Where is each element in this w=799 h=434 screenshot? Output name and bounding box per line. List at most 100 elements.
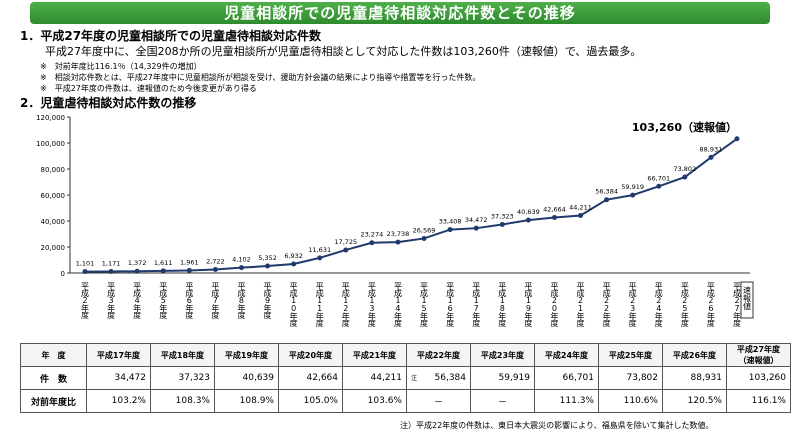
marker bbox=[578, 213, 584, 219]
marker bbox=[473, 225, 479, 231]
header-cell: 年 度 bbox=[20, 343, 87, 367]
marker bbox=[212, 266, 218, 272]
data-label: 37,323 bbox=[491, 212, 514, 220]
cell: － bbox=[470, 389, 535, 413]
cell: 34,472 bbox=[86, 366, 151, 390]
cell-text: － bbox=[433, 397, 443, 408]
cell: 40,639 bbox=[214, 366, 279, 390]
cell: 108.3% bbox=[150, 389, 215, 413]
cell: 120.5% bbox=[662, 389, 727, 413]
cell-text: 73,802 bbox=[626, 373, 659, 383]
header-cell: 平成20年度 bbox=[278, 343, 343, 367]
data-label: 34,472 bbox=[465, 216, 488, 224]
x-tick-label: 平成15年度 bbox=[420, 282, 429, 328]
marker bbox=[82, 269, 88, 275]
cell: 対前年度比 bbox=[20, 389, 87, 413]
header-cell: 平成21年度 bbox=[342, 343, 407, 367]
x-tick-label: 平成12年度 bbox=[341, 282, 350, 328]
cell: 110.6% bbox=[598, 389, 663, 413]
cell-text: 120.5% bbox=[687, 396, 722, 406]
y-tick-label: 0 bbox=[61, 270, 65, 278]
data-label: 40,639 bbox=[517, 208, 540, 216]
marker bbox=[134, 268, 140, 274]
marker bbox=[525, 217, 531, 223]
marker bbox=[160, 268, 166, 274]
data-label: 23,738 bbox=[387, 230, 410, 238]
data-label: 1,171 bbox=[102, 259, 121, 267]
footnote: 注）平成22年度の件数は、東日本大震災の影響により、福島県を除いて集計した数値。 bbox=[400, 421, 714, 430]
y-tick-label: 20,000 bbox=[41, 244, 66, 252]
cell-text: 34,472 bbox=[114, 373, 147, 383]
header-cell: 平成22年度 bbox=[406, 343, 471, 367]
marker bbox=[186, 267, 192, 273]
x-tick-label: 平成2年度 bbox=[81, 282, 90, 320]
cell-text: 103,260 bbox=[748, 373, 786, 383]
y-tick-label: 40,000 bbox=[41, 218, 66, 226]
section-heading: 1．平成27年度の児童相談所での児童虐待相談対応件数 bbox=[20, 29, 322, 43]
cell-text: 56,384 bbox=[434, 373, 467, 383]
marker bbox=[734, 136, 740, 142]
data-label: 5,352 bbox=[258, 254, 277, 262]
x-tick-label: 平成18年度 bbox=[498, 282, 507, 328]
cell: 105.0% bbox=[278, 389, 343, 413]
header-cell: 平成27年度（速報値） bbox=[726, 343, 791, 367]
cell-text: 42,664 bbox=[306, 373, 339, 383]
header-cell: 平成23年度 bbox=[470, 343, 535, 367]
marker bbox=[108, 268, 114, 274]
marker bbox=[238, 265, 244, 271]
cell: 108.9% bbox=[214, 389, 279, 413]
marker bbox=[551, 215, 557, 221]
x-tick-label: 平成25年度 bbox=[680, 282, 689, 328]
data-label: 33,408 bbox=[439, 218, 462, 226]
x-tick-label: 平成27年度 bbox=[733, 282, 742, 328]
header-cell: 平成25年度 bbox=[598, 343, 663, 367]
cell: 66,701 bbox=[534, 366, 599, 390]
banner: 児童相談所での児童虐待相談対応件数とその推移 bbox=[30, 2, 770, 24]
x-tick-label: 平成9年度 bbox=[263, 282, 272, 320]
data-label: 103,260（速報値） bbox=[632, 120, 737, 134]
cell: 103,260 bbox=[726, 366, 791, 390]
data-label: 88,931 bbox=[700, 145, 723, 153]
cell-text: 88,931 bbox=[690, 373, 723, 383]
header-cell: 平成26年度 bbox=[662, 343, 727, 367]
header-cell: 平成18年度 bbox=[150, 343, 215, 367]
row: 対前年度比 103.2% 108.3% 108.9% 105.0% 103.6% － － 111… bbox=[20, 389, 791, 413]
cell-text: 40,639 bbox=[242, 373, 275, 383]
marker bbox=[499, 221, 505, 227]
data-label: 44,211 bbox=[569, 204, 592, 212]
x-tick-label: 平成5年度 bbox=[159, 282, 168, 320]
marker bbox=[708, 154, 714, 160]
cell-text: － bbox=[497, 397, 507, 408]
marker bbox=[604, 197, 610, 203]
cell-text: 103.6% bbox=[367, 396, 402, 406]
cell: 37,323 bbox=[150, 366, 215, 390]
x-tick-label: 平成24年度 bbox=[654, 282, 663, 328]
data-label: 4,102 bbox=[232, 256, 251, 264]
cell: 103.2% bbox=[86, 389, 151, 413]
cell: 件 数 bbox=[20, 366, 87, 390]
section-heading: 2．児童虐待相談対応件数の推移 bbox=[20, 96, 197, 110]
marker bbox=[630, 192, 636, 198]
cell-text: 66,701 bbox=[562, 373, 595, 383]
cell-text: 105.0% bbox=[303, 396, 338, 406]
marker bbox=[656, 183, 662, 189]
cell-text: 116.1% bbox=[751, 396, 786, 406]
data-label: 66,701 bbox=[647, 174, 670, 182]
cell: 注 56,384 bbox=[406, 366, 471, 390]
cell: 116.1% bbox=[726, 389, 791, 413]
data-label: 23,274 bbox=[361, 231, 384, 239]
data-label: 6,932 bbox=[284, 252, 303, 260]
x-tick-label: 平成7年度 bbox=[211, 282, 220, 320]
note: ※ 対前年度比116.1％（14,329件の増加） bbox=[40, 62, 202, 71]
data-table: 年 度平成17年度 平成18年度 平成19年度 平成20年度 平成21年度 平成22年度平… bbox=[20, 343, 791, 413]
cell-text: 37,323 bbox=[178, 373, 211, 383]
x-tick-label: 平成17年度 bbox=[472, 282, 481, 328]
header-cell: 平成24年度 bbox=[534, 343, 599, 367]
data-label: 26,569 bbox=[413, 226, 436, 234]
note: ※ 相談対応件数とは、平成27年度中に児童相談所が相談を受け、援助方針会議の結果… bbox=[40, 73, 481, 82]
cell-text: 件 数 bbox=[39, 374, 67, 385]
data-label: 1,101 bbox=[76, 260, 95, 268]
x-tick-label: 平成8年度 bbox=[237, 282, 246, 320]
data-label: 17,725 bbox=[334, 238, 357, 246]
header-row: 年 度平成17年度 平成18年度 平成19年度 平成20年度 平成21年度 平成22年度平… bbox=[20, 343, 791, 367]
